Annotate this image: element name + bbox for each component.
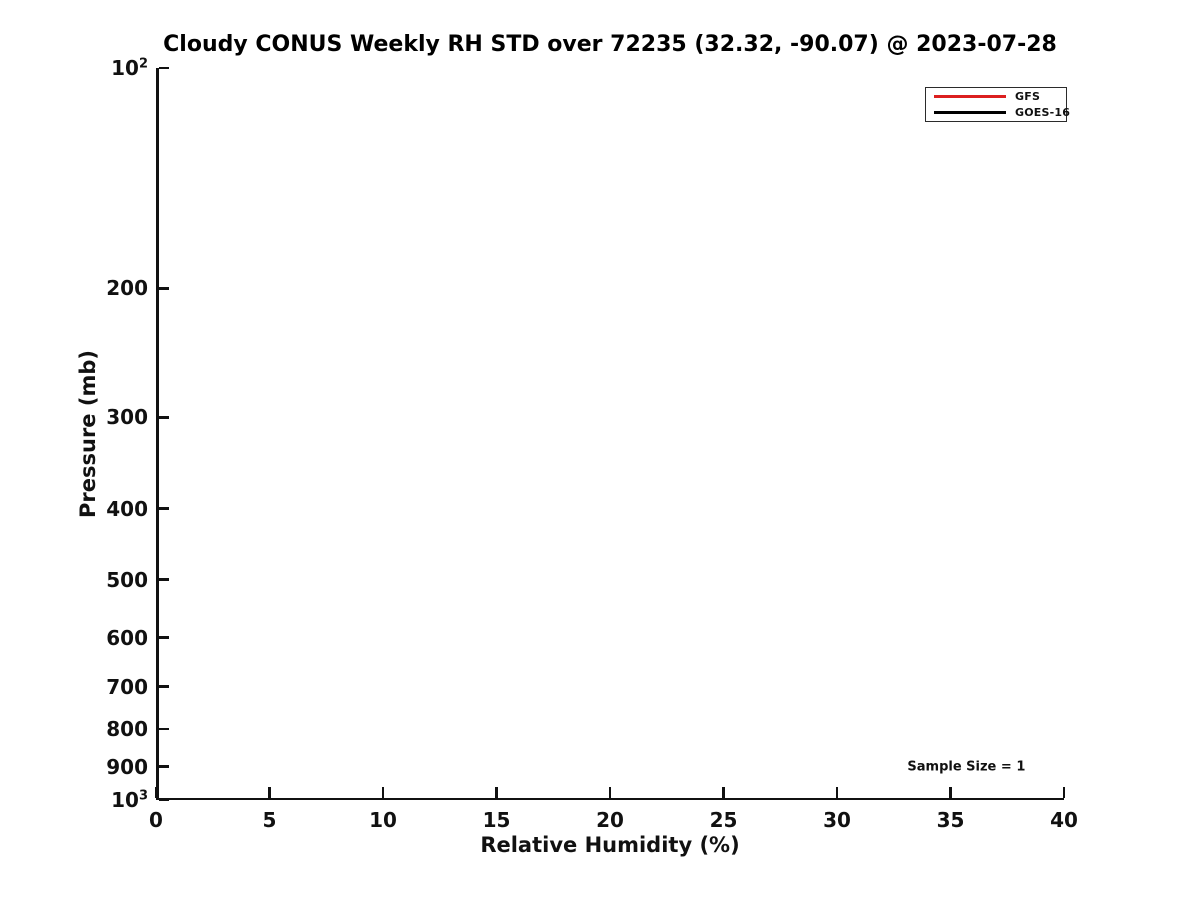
y-tick: [158, 798, 169, 802]
y-tick-label: 102: [111, 56, 148, 80]
y-tick-label: 900: [106, 754, 148, 779]
y-tick-label: 103: [111, 788, 148, 812]
x-tick-label: 10: [369, 808, 397, 832]
sample-size-annotation: Sample Size = 1: [907, 759, 1026, 774]
x-tick-label: 20: [596, 808, 624, 832]
x-tick-label: 30: [823, 808, 851, 832]
legend: GFS GOES-16: [925, 87, 1070, 122]
y-tick-label: 400: [106, 496, 148, 521]
y-tick-label: 200: [106, 276, 148, 301]
x-tick: [949, 786, 952, 798]
y-tick: [158, 727, 169, 731]
x-tick: [722, 786, 725, 798]
y-tick-label: 600: [106, 625, 148, 650]
x-tick-label: 40: [1050, 808, 1078, 832]
x-axis-spine: [156, 797, 1064, 800]
legend-entry: GFS: [934, 90, 1058, 103]
x-tick: [495, 786, 498, 798]
x-tick-label: 0: [149, 808, 163, 832]
y-tick: [158, 578, 169, 581]
legend-entry-label: GFS: [1015, 90, 1041, 103]
y-axis-spine: [156, 68, 159, 800]
x-tick: [268, 786, 271, 798]
legend-line-sample: [934, 94, 1006, 99]
x-tick: [1062, 786, 1066, 798]
x-tick: [835, 786, 839, 798]
y-tick: [158, 685, 169, 688]
x-tick: [608, 786, 612, 798]
legend-entry-label: GOES-16: [1015, 106, 1071, 119]
x-tick-label: 5: [262, 808, 277, 832]
y-tick: [158, 416, 169, 419]
y-axis-label: Pressure (mb): [76, 350, 100, 518]
y-tick: [158, 765, 169, 768]
plot-area: GFS GOES-16 102 200 300 400 500 600 700 800 900 10…: [106, 56, 1078, 832]
y-tick: [158, 636, 169, 639]
x-tick: [381, 786, 385, 798]
legend-entry: GOES-16: [934, 106, 1070, 119]
y-tick: [158, 66, 169, 70]
x-tick-label: 15: [482, 808, 511, 832]
y-tick: [158, 507, 169, 510]
chart-title: Cloudy CONUS Weekly RH STD over 72235 (3…: [163, 32, 1057, 57]
y-tick: [158, 287, 169, 290]
x-axis-label: Relative Humidity (%): [480, 833, 740, 857]
x-tick-label: 35: [936, 808, 965, 832]
legend-line-sample: [934, 110, 1006, 115]
y-tick-label: 700: [106, 674, 148, 699]
x-tick-label: 25: [709, 808, 738, 832]
x-tick: [154, 786, 158, 798]
y-tick-label: 800: [106, 717, 148, 742]
y-tick-label: 500: [106, 567, 148, 592]
y-tick-label: 300: [106, 405, 148, 430]
